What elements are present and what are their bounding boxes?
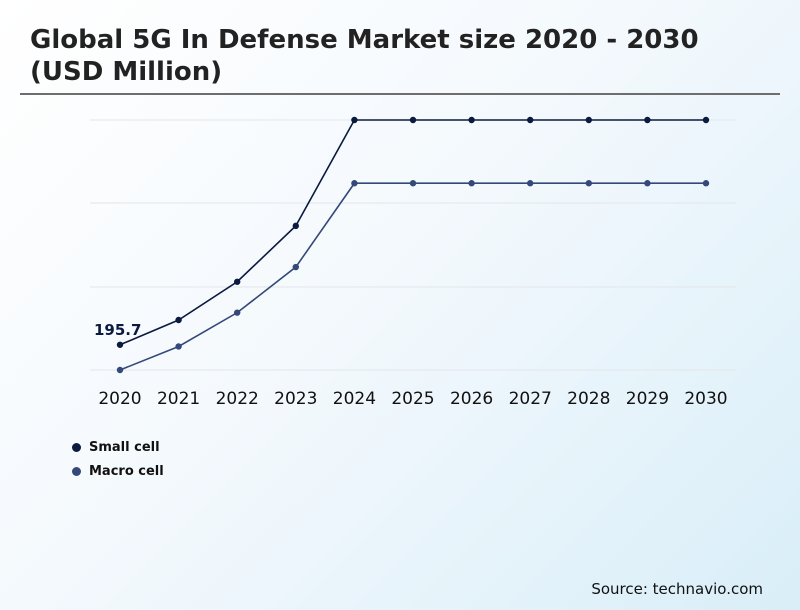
data-point-small-cell-2023 — [292, 222, 299, 230]
legend-item-macro-cell: Macro cell — [72, 459, 164, 483]
legend-label-small-cell: Small cell — [89, 439, 160, 455]
data-point-small-cell-2021 — [175, 316, 182, 324]
data-label-0: 195.7 — [94, 321, 141, 339]
data-point-macro-cell-2029 — [644, 180, 651, 187]
data-point-macro-cell-2027 — [527, 180, 534, 187]
data-point-small-cell-2025 — [409, 116, 417, 124]
x-tick-label-2025: 2025 — [391, 389, 434, 409]
data-point-small-cell-2029 — [644, 116, 651, 124]
legend: Small cell Macro cell — [72, 435, 164, 483]
x-tick-label-2029: 2029 — [626, 389, 669, 409]
data-point-small-cell-2028 — [585, 116, 592, 124]
legend-marker-macro-cell — [72, 466, 81, 476]
series-line-small-cell — [119, 119, 706, 346]
x-tick-label-2030: 2030 — [684, 389, 727, 409]
source-credit: Source: technavio.com — [591, 580, 763, 598]
chart-title: Global 5G In Defense Market size 2020 - … — [30, 25, 699, 87]
data-point-macro-cell-2023 — [292, 263, 299, 271]
data-point-small-cell-2022 — [234, 278, 241, 285]
x-tick-label-2027: 2027 — [509, 389, 552, 409]
data-point-macro-cell-2028 — [585, 180, 592, 187]
data-point-small-cell-2026 — [468, 116, 475, 124]
title-divider — [20, 93, 780, 95]
data-point-macro-cell-2030 — [702, 180, 710, 187]
x-tick-label-2022: 2022 — [216, 389, 259, 409]
data-point-small-cell-2024 — [351, 116, 358, 124]
series-line-macro-cell — [119, 182, 706, 371]
data-point-small-cell-2030 — [702, 116, 710, 124]
data-point-macro-cell-2025 — [409, 180, 417, 187]
x-tick-label-2028: 2028 — [567, 389, 610, 409]
data-point-macro-cell-2021 — [175, 343, 182, 350]
data-point-macro-cell-2020 — [116, 366, 124, 374]
legend-label-macro-cell: Macro cell — [89, 463, 164, 479]
data-point-macro-cell-2022 — [234, 309, 241, 316]
x-tick-label-2021: 2021 — [157, 389, 200, 409]
data-point-small-cell-2020 — [116, 341, 124, 348]
x-tick-label-2020: 2020 — [98, 389, 141, 409]
legend-item-small-cell: Small cell — [72, 435, 164, 459]
data-point-macro-cell-2024 — [351, 180, 358, 187]
x-tick-label-2026: 2026 — [450, 389, 493, 409]
x-tick-label-2024: 2024 — [333, 389, 376, 409]
data-point-small-cell-2027 — [527, 116, 534, 124]
x-tick-label-2023: 2023 — [274, 389, 317, 409]
data-point-macro-cell-2026 — [468, 180, 475, 187]
legend-marker-small-cell — [72, 442, 81, 452]
